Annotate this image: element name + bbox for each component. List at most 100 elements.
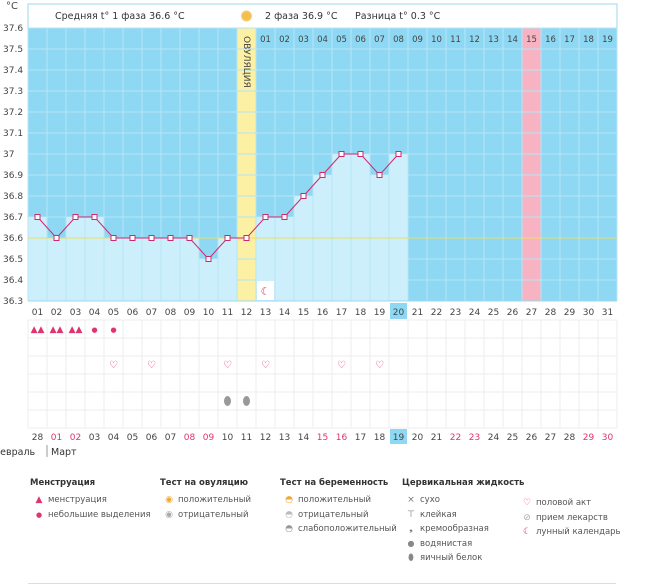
month-label: Февраль [0, 447, 36, 458]
legend-label: яичный белок [420, 553, 483, 563]
calendar-date-label: 13 [279, 433, 290, 443]
y-tick-label: 37.3 [3, 87, 23, 97]
temperature-point [34, 214, 41, 220]
calendar-date-label: 16 [336, 433, 348, 443]
legend-label: отрицательный [298, 509, 369, 520]
calendar-date-label: 09 [203, 433, 215, 443]
calendar-date-label: 06 [146, 433, 158, 443]
phase2-day-label: 13 [488, 35, 499, 45]
legend-item: ◉ отрицательный [160, 508, 251, 523]
legend-item: ● небольшие выделения [30, 508, 151, 523]
cycle-day-label: 18 [355, 308, 367, 318]
temperature-point [319, 172, 326, 178]
y-tick-label: 37.5 [3, 45, 23, 55]
temperature-bar [199, 259, 218, 301]
phase2-day-label: 18 [583, 35, 594, 45]
phase1-summary: Средняя t° 1 фаза 36.6 °C [55, 11, 185, 22]
y-tick-label: 36.6 [3, 234, 23, 244]
y-tick-label: 37.6 [3, 24, 23, 34]
cycle-day-label: 22 [431, 308, 442, 318]
phase2-day-label: 19 [602, 35, 613, 45]
legend-label: небольшие выделения [48, 509, 151, 520]
y-tick-label: 36.9 [3, 171, 23, 181]
calendar-date-label: 30 [602, 433, 614, 443]
cycle-day-label: 31 [602, 308, 613, 318]
spotting-icon: ● [110, 326, 116, 334]
phase2-day-label: 09 [412, 35, 423, 45]
calendar-date-label: 22 [450, 433, 461, 443]
heart-icon: ♡ [109, 360, 118, 371]
menstruation-icon: ▲▲ [69, 325, 83, 335]
cycle-day-label: 25 [488, 308, 499, 318]
legend-label: слабоположительный [298, 524, 397, 534]
egg-white-icon: ⬮ [408, 553, 414, 563]
phase2-day-label: 01 [260, 35, 271, 45]
calendar-date-label: 03 [89, 433, 100, 443]
legend-label: положительный [298, 495, 371, 505]
legend-item: ◓ отрицательный [280, 508, 397, 523]
phase2-day-label: 03 [298, 35, 309, 45]
calendar-date-label: 26 [526, 433, 538, 443]
cycle-day-label: 02 [51, 308, 62, 318]
cycle-day-label: 15 [298, 308, 309, 318]
temperature-point [243, 235, 250, 241]
legend-item: ◓ слабоположительный [280, 522, 397, 537]
phase2-day-label: 05 [336, 35, 347, 45]
cycle-day-label: 06 [127, 308, 139, 318]
temperature-bar [389, 154, 408, 301]
legend-item: ● водянистая [402, 537, 524, 552]
cycle-day-label: 17 [336, 308, 347, 318]
legend-label: менструация [48, 495, 107, 505]
calendar-date-label: 11 [241, 433, 252, 443]
temperature-point [300, 193, 307, 199]
temperature-bar [275, 217, 294, 301]
temperature-bar [123, 238, 142, 301]
calendar-date-label: 05 [127, 433, 138, 443]
y-tick-label: 36.8 [3, 192, 23, 202]
spotting-icon: ● [91, 326, 97, 334]
legend-item: ⊤ клейкая [402, 508, 524, 523]
positive-pregnancy-icon: ◓ [285, 495, 293, 505]
weak-pregnancy-icon: ◓ [285, 524, 293, 534]
temperature-point [205, 256, 212, 262]
temperature-bar [332, 154, 351, 301]
cycle-day-label: 24 [469, 308, 481, 318]
cycle-day-label: 27 [526, 308, 537, 318]
cycle-day-label: 19 [374, 308, 386, 318]
temperature-bar [85, 217, 104, 301]
temperature-bar [47, 238, 66, 301]
moon-icon: ☾ [522, 527, 532, 537]
phase2-day-label: 12 [469, 35, 480, 45]
calendar-date-label: 21 [431, 433, 442, 443]
y-tick-label: 36.4 [3, 276, 23, 286]
legend-cervical-fluid: Цервикальная жидкость × сухо ⊤ клейкая ❟ кр… [402, 478, 524, 566]
temperature-point [262, 214, 269, 220]
temperature-point [53, 235, 60, 241]
watery-icon: ● [407, 538, 415, 548]
y-tick-label: 36.5 [3, 255, 23, 265]
summary-bar [27, 3, 618, 29]
menstruation-icon: ▲▲ [31, 325, 45, 335]
calendar-date-label: 02 [70, 433, 81, 443]
calendar-date-label: 10 [222, 433, 234, 443]
legend-menstruation: Менструация ▲ менструация ● небольшие выде… [30, 478, 151, 522]
calendar-date-label: 28 [564, 433, 576, 443]
legend-title: Тест на беременность [280, 478, 389, 488]
moon-icon: ☾ [261, 285, 271, 298]
pill-icon: ⊘ [523, 512, 531, 523]
phase2-day-label: 06 [355, 35, 366, 45]
cycle-day-label: 04 [89, 308, 101, 318]
cycle-day-label: 13 [260, 308, 271, 318]
y-tick-label: 37.2 [3, 108, 23, 118]
negative-ovulation-icon: ◉ [165, 509, 173, 520]
ovulation-label: ОВУЛЯЦИЯ [241, 36, 251, 88]
expected-period-band [522, 28, 541, 301]
legend-pregnancy-test: Тест на беременность ◓ положительный ◓ отр… [280, 478, 397, 537]
calendar-date-label: 20 [412, 433, 424, 443]
cycle-day-label: 28 [545, 308, 557, 318]
calendar-date-label: 23 [469, 433, 480, 443]
heart-icon: ♡ [375, 360, 384, 371]
legend-label: кремообразная [420, 524, 489, 534]
phase2-day-label: 17 [564, 35, 575, 45]
divider [28, 583, 616, 584]
